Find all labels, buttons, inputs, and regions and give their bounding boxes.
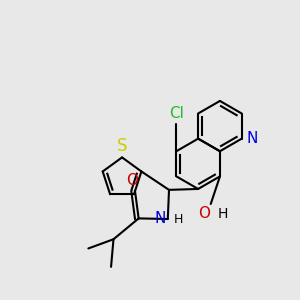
Text: O: O: [126, 173, 138, 188]
Text: N: N: [247, 131, 258, 146]
Text: N: N: [155, 211, 166, 226]
Text: H: H: [173, 213, 183, 226]
Text: Cl: Cl: [169, 106, 184, 121]
Text: S: S: [117, 137, 127, 155]
Text: H: H: [218, 207, 228, 221]
Text: O: O: [198, 206, 210, 221]
